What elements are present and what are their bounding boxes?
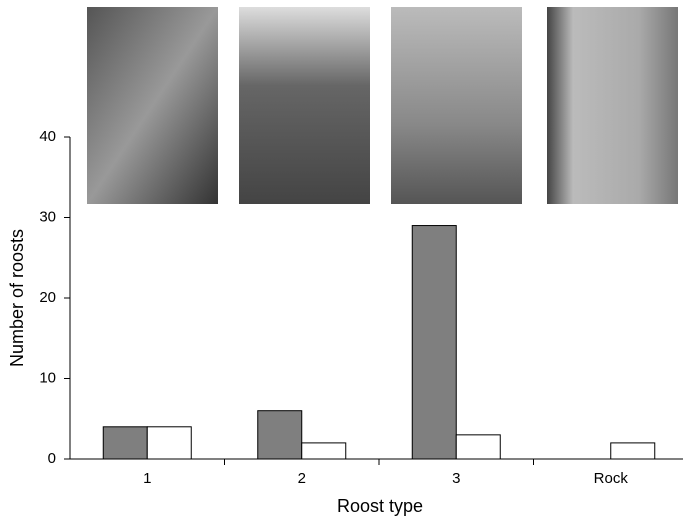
bar xyxy=(456,435,500,459)
y-tick-label: 20 xyxy=(39,289,56,306)
photo xyxy=(547,7,678,204)
y-tick-label: 0 xyxy=(48,450,56,467)
x-tick-label: 2 xyxy=(298,470,306,487)
bar xyxy=(147,427,191,459)
bar xyxy=(258,411,302,459)
bar xyxy=(302,443,346,459)
bar xyxy=(611,443,655,459)
y-tick-label: 30 xyxy=(39,208,56,225)
bar xyxy=(103,427,147,459)
y-tick-label: 40 xyxy=(39,128,56,145)
x-tick-label: 3 xyxy=(452,470,460,487)
y-tick-label: 10 xyxy=(39,369,56,386)
y-axis-label: Number of roosts xyxy=(7,229,27,367)
photo xyxy=(391,7,522,204)
x-tick-label: 1 xyxy=(143,470,151,487)
x-axis-label: Roost type xyxy=(337,496,423,516)
photo xyxy=(239,7,370,204)
photo xyxy=(87,7,218,204)
x-tick-label: Rock xyxy=(594,470,629,487)
chart: Roost type Number of roosts 0 10 20 30 40 1 2 3… xyxy=(0,0,683,523)
bar xyxy=(412,226,456,459)
